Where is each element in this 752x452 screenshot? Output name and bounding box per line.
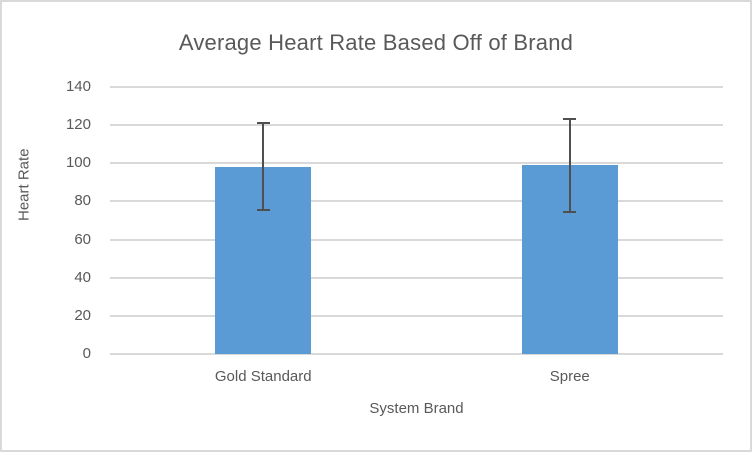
x-axis-title: System Brand	[369, 400, 464, 417]
plot-area	[110, 86, 723, 355]
y-tick-label-0: 0	[82, 345, 91, 362]
gridline-y-20	[110, 314, 723, 317]
y-tick-label-80: 80	[74, 192, 91, 210]
gridline-y-40	[110, 276, 723, 279]
y-tick-label-60: 60	[74, 230, 91, 248]
error-bar-cap-bottom	[256, 208, 270, 211]
error-bar-line	[568, 117, 571, 213]
gridline-y-60	[110, 238, 723, 241]
x-axis-line	[110, 353, 723, 355]
y-tick-label-20: 20	[74, 306, 91, 324]
x-category-label-gold-standard: Gold Standard	[214, 368, 312, 385]
gridline-y-100	[110, 162, 723, 165]
error-bar-cap-top	[256, 122, 270, 125]
gridline-y-120	[110, 124, 723, 127]
y-tick-label-120: 120	[65, 116, 91, 134]
y-axis-title: Heart Rate	[15, 148, 33, 221]
error-bar-cap-top	[563, 117, 577, 120]
error-bar-line	[262, 122, 265, 211]
error-bar-cap-bottom	[563, 210, 577, 213]
x-category-label-spree: Spree	[549, 368, 590, 385]
chart-title: Average Heart Rate Based Off of Brand	[178, 30, 574, 55]
y-tick-label-40: 40	[74, 268, 91, 286]
gridline-y-80	[110, 200, 723, 203]
gridline-y-140	[110, 86, 723, 88]
y-tick-label-100: 100	[65, 154, 91, 172]
y-tick-label-140: 140	[65, 78, 91, 95]
